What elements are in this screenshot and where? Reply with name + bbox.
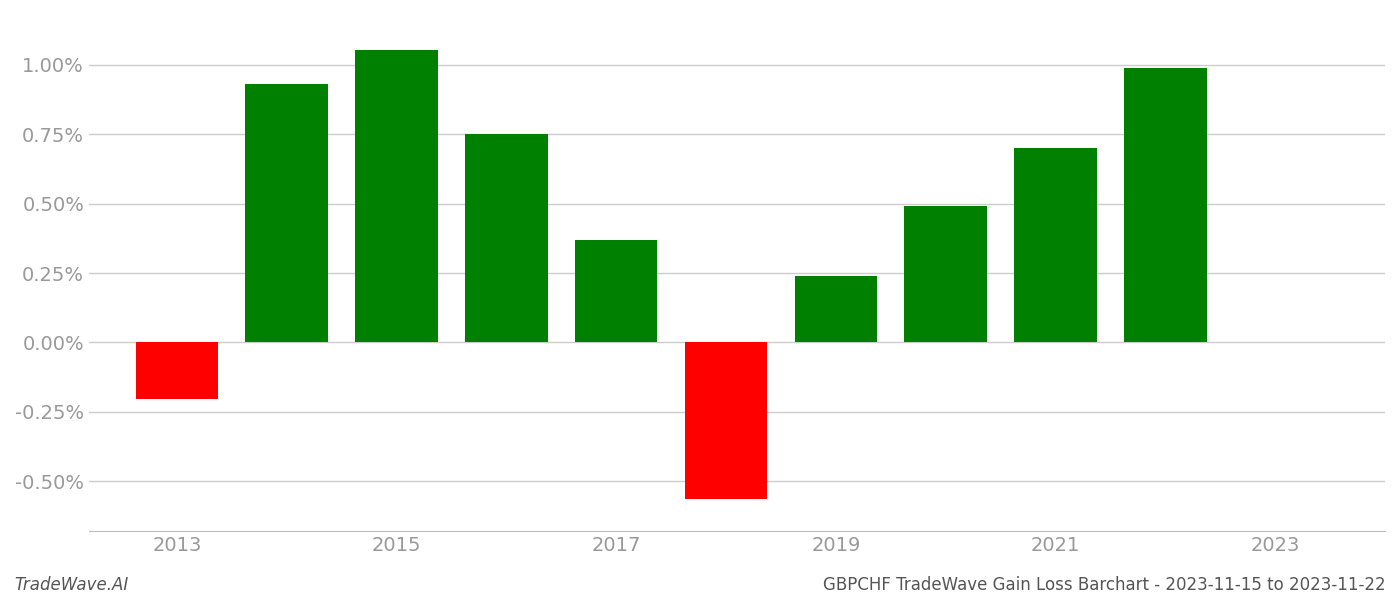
Bar	[575, 240, 658, 343]
Bar	[685, 343, 767, 499]
Bar	[1124, 68, 1207, 343]
Bar	[245, 85, 328, 343]
Bar	[356, 50, 438, 343]
Bar	[904, 206, 987, 343]
Bar	[136, 343, 218, 400]
Text: GBPCHF TradeWave Gain Loss Barchart - 2023-11-15 to 2023-11-22: GBPCHF TradeWave Gain Loss Barchart - 20…	[823, 576, 1386, 594]
Bar	[1015, 148, 1096, 343]
Bar	[465, 134, 547, 343]
Text: TradeWave.AI: TradeWave.AI	[14, 576, 129, 594]
Bar	[795, 276, 876, 343]
